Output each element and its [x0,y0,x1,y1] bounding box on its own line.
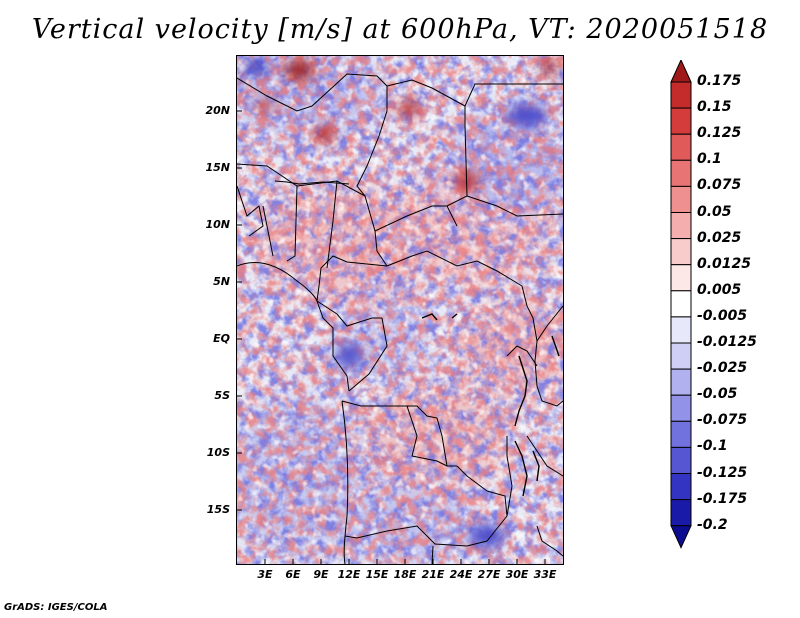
colorbar-segment [670,394,692,422]
colorbar-segment [670,316,692,344]
map-panel [236,55,564,565]
lon-label-33e: 33E [533,568,557,581]
lon-label-9e: 9E [313,568,329,581]
colorbar-segment [670,133,692,161]
colorbar-tick-label: -0.005 [697,307,748,324]
lon-label-6e: 6E [285,568,301,581]
colorbar-segment [670,342,692,370]
colorbar [670,60,692,549]
grads-credit: GrADS: IGES/COLA [4,602,108,613]
lon-label-21e: 21E [421,568,445,581]
colorbar-top-arrow [670,60,692,83]
lat-label-20n: 20N [205,104,230,117]
lon-label-24e: 24E [449,568,473,581]
colorbar-tick-label: 0.025 [697,229,742,246]
lat-label-15n: 15N [205,161,230,174]
country-boundaries [237,73,563,564]
colorbar-segment [670,159,692,187]
vertical-velocity-field [237,56,563,564]
colorbar-segment [670,212,692,240]
lat-label-5s: 5S [214,389,230,402]
colorbar-segment [670,290,692,318]
lat-label-10s: 10S [206,446,230,459]
colorbar-tick-label: 0.005 [697,281,742,298]
colorbar-tick-label: 0.0125 [697,255,752,272]
colorbar-tick-label: -0.075 [697,412,748,429]
lon-label-30e: 30E [505,568,529,581]
lat-label-10n: 10N [205,218,230,231]
colorbar-segment [670,238,692,266]
lon-label-3e: 3E [257,568,273,581]
colorbar-tick-label: -0.2 [697,516,728,533]
colorbar-segment [670,264,692,292]
lat-label-5n: 5N [213,275,230,288]
lat-label-eq: EQ [213,332,230,345]
colorbar-segment [670,107,692,135]
lon-label-12e: 12E [337,568,361,581]
lat-label-15s: 15S [206,503,230,516]
colorbar-tick-label: 0.15 [697,99,732,116]
colorbar-tick-label: -0.175 [697,490,748,507]
colorbar-tick-label: -0.1 [697,438,728,455]
colorbar-segment [670,185,692,214]
colorbar-segment [670,446,692,474]
colorbar-tick-label: -0.0125 [697,334,757,350]
colorbar-segment [670,368,692,396]
colorbar-tick-label: 0.125 [697,125,742,142]
lon-label-15e: 15E [365,568,389,581]
colorbar-tick-label: 0.05 [697,203,732,220]
lakes [421,313,560,497]
colorbar-tick-label: -0.05 [697,386,738,403]
colorbar-segment [670,420,692,448]
colorbar-tick-label: -0.125 [697,464,748,481]
colorbar-tick-label: 0.1 [697,151,722,168]
colorbar-tick-label: -0.025 [697,360,748,377]
colorbar-segment [670,81,692,109]
lon-label-27e: 27E [477,568,501,581]
colorbar-bottom-arrow [670,525,692,549]
colorbar-tick-label: 0.075 [697,177,742,194]
colorbar-tick-label: 0.175 [697,73,742,89]
colorbar-segment [670,473,692,501]
lon-label-18e: 18E [393,568,417,581]
colorbar-segment [670,499,692,527]
plot-title: Vertical velocity [m/s] at 600hPa, VT: 2… [31,14,769,45]
